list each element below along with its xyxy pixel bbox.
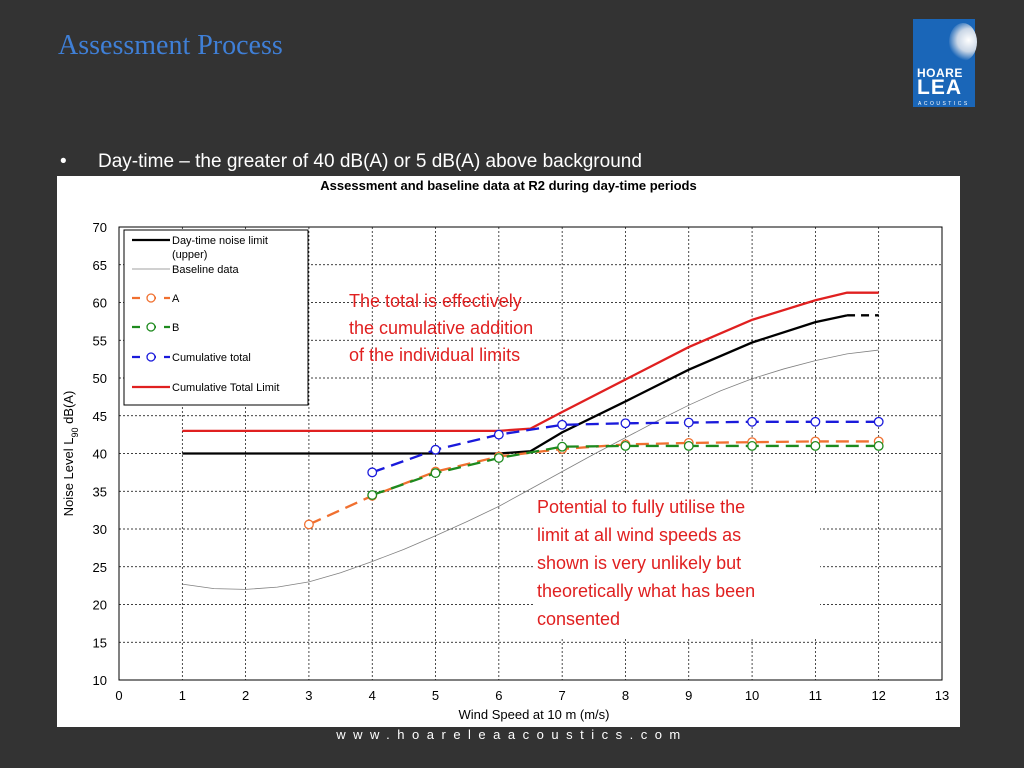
y-tick-label: 35 [93, 484, 107, 499]
legend-label: Cumulative total [172, 352, 251, 364]
legend-swatch-marker [146, 352, 156, 362]
annotation-line: the cumulative addition [349, 318, 533, 338]
data-point [810, 416, 821, 427]
data-point [367, 490, 378, 500]
x-axis-label: Wind Speed at 10 m (m/s) [459, 707, 610, 722]
data-point [430, 444, 441, 455]
legend-label: Cumulative Total Limit [172, 382, 279, 394]
legend-swatch-marker [146, 322, 156, 332]
y-tick-label: 20 [93, 598, 107, 613]
legend-label: Day-time noise limit [172, 235, 268, 247]
y-tick-label: 40 [93, 447, 107, 462]
legend-label: B [172, 322, 179, 334]
legend-swatch [132, 322, 170, 332]
annotation-line: consented [537, 609, 620, 629]
y-tick-label: 70 [93, 220, 107, 235]
y-tick-label: 10 [93, 673, 107, 688]
logo-word-acoustics: ACOUSTICS [918, 101, 970, 107]
x-tick-label: 12 [871, 688, 885, 703]
x-tick-label: 13 [935, 688, 949, 703]
y-axis-label-subscript: 90 [70, 428, 80, 438]
series-line [182, 349, 879, 590]
data-point [303, 519, 314, 530]
annotation-line: The total is effectively [349, 291, 522, 311]
legend-box [123, 229, 309, 406]
series-cumulative-total-limit [182, 291, 879, 433]
series-line [371, 420, 879, 474]
y-tick-label: 25 [93, 560, 107, 575]
data-point [620, 441, 631, 451]
x-tick-label: 3 [305, 688, 312, 703]
data-point [747, 441, 758, 451]
data-point [683, 441, 694, 451]
annotation-line: shown is very unlikely but [537, 553, 741, 573]
data-point [493, 453, 504, 463]
footer-url: www.hoareleaacoustics.com [336, 727, 688, 742]
logo-word-lea: LEA [917, 76, 962, 99]
x-tick-label: 10 [745, 688, 759, 703]
y-axis-label: Noise Level L90 dB(A) [61, 391, 80, 517]
x-tick-label: 1 [179, 688, 186, 703]
data-point [810, 441, 821, 451]
data-point [747, 416, 758, 427]
data-point [557, 441, 568, 452]
annotation-2: Potential to fully utilise the limit at a… [533, 493, 820, 639]
series-line [182, 291, 879, 433]
data-point [557, 419, 568, 430]
y-axis-label-part: Noise Level L [61, 438, 76, 517]
x-tick-label: 9 [685, 688, 692, 703]
x-tick-label: 7 [559, 688, 566, 703]
bullet-text: Day-time – the greater of 40 dB(A) or 5 … [98, 151, 642, 172]
chart-panel: Assessment and baseline data at R2 durin… [57, 176, 960, 727]
legend-label: A [172, 293, 180, 305]
series-line [308, 440, 879, 526]
legend-swatch [132, 293, 170, 303]
y-tick-label: 55 [93, 333, 107, 348]
data-point [620, 418, 631, 429]
bullet-point: • Day-time – the greater of 40 dB(A) or 5… [60, 151, 642, 173]
bullet-marker: • [60, 151, 67, 172]
annotation-line: limit at all wind speeds as [537, 525, 741, 545]
x-tick-label: 6 [495, 688, 502, 703]
annotation-1: The total is effectively the cumulative a… [349, 291, 533, 365]
x-tick-label: 8 [622, 688, 629, 703]
series-line [371, 444, 879, 497]
data-point [367, 467, 378, 478]
y-axis-label-text: Noise Level L90 dB(A) [61, 391, 80, 517]
series-cumulative-total [367, 416, 884, 478]
legend-swatch [132, 352, 170, 362]
x-tick-label: 5 [432, 688, 439, 703]
data-point [873, 416, 884, 427]
logo-arc-icon [949, 23, 977, 61]
data-point [430, 468, 441, 479]
y-tick-label: 65 [93, 258, 107, 273]
logo-word-hoare: HOARE [917, 66, 963, 80]
legend-label: Baseline data [172, 264, 240, 276]
slide-title: Assessment Process [58, 30, 283, 61]
annotation-line: Potential to fully utilise the [537, 497, 745, 517]
x-tick-label: 2 [242, 688, 249, 703]
x-tick-label: 4 [369, 688, 376, 703]
y-tick-label: 45 [93, 409, 107, 424]
data-point [683, 417, 694, 428]
legend-label-line2: (upper) [172, 249, 207, 261]
annotation-line: theoretically what has been [537, 581, 755, 601]
data-point [873, 441, 884, 451]
hoare-lea-logo: HOARE LEA ACOUSTICS [913, 19, 977, 107]
annotation-line: of the individual limits [349, 345, 520, 365]
y-tick-label: 50 [93, 371, 107, 386]
annotation-background [533, 493, 820, 639]
y-axis-label-part: dB(A) [61, 391, 76, 428]
data-point [493, 429, 504, 440]
chart-title: Assessment and baseline data at R2 durin… [320, 178, 697, 193]
x-tick-label: 11 [809, 688, 823, 703]
series-b [367, 441, 884, 500]
y-tick-label: 60 [93, 296, 107, 311]
legend-swatch-marker [146, 293, 156, 303]
y-tick-label: 30 [93, 522, 107, 537]
series-baseline-data [182, 349, 879, 590]
y-tick-label: 15 [93, 635, 107, 650]
x-tick-label: 0 [115, 688, 122, 703]
